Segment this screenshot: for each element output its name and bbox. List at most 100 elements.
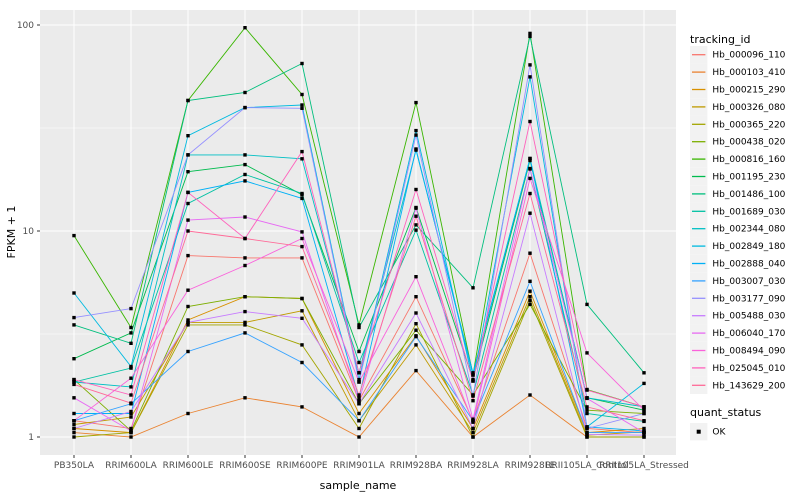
axis-tick-labels: 1 10 100 PB350LA RRIM600LA RRIM600LE RRIM600SE…: [17, 21, 689, 471]
data-point: [72, 419, 76, 423]
data-point: [129, 426, 133, 431]
data-point: [642, 405, 646, 409]
data-point: [357, 360, 361, 365]
data-point: [642, 426, 646, 431]
data-point: [528, 279, 532, 283]
data-point: [414, 147, 418, 151]
legend-label: Hb_003007_030: [712, 277, 785, 287]
data-point: [243, 331, 247, 335]
legend-label: Hb_001689_030: [712, 207, 785, 217]
legend: tracking_id Hb_000096_110 Hb_000103_410 Hb…: [690, 33, 786, 441]
data-point: [300, 343, 304, 347]
data-point: [186, 229, 190, 233]
data-point: [414, 187, 418, 192]
legend-label: Hb_000096_110: [712, 51, 785, 61]
data-point: [585, 435, 589, 439]
data-point: [471, 426, 475, 431]
data-point: [471, 435, 475, 439]
data-point: [357, 371, 361, 375]
data-point: [414, 128, 418, 133]
data-point: [357, 380, 361, 384]
data-point: [528, 119, 532, 124]
data-point: [129, 393, 133, 397]
data-point: [72, 411, 76, 416]
data-point: [72, 315, 76, 320]
data-point: [186, 253, 190, 258]
x-tick-label: RRIM600LA: [105, 461, 157, 471]
data-point: [528, 75, 532, 79]
data-point: [243, 256, 247, 260]
x-tick-label: RRIM928LE: [505, 461, 556, 471]
legend-label: Hb_000438_020: [712, 138, 785, 148]
data-point: [243, 162, 247, 167]
legend-label: Hb_000326_080: [712, 103, 785, 113]
data-point: [72, 357, 76, 361]
data-point: [300, 244, 304, 249]
data-point: [357, 411, 361, 416]
y-tick-label: 10: [23, 227, 35, 237]
data-point: [585, 432, 589, 437]
data-point: [585, 411, 589, 416]
data-point: [528, 302, 532, 307]
data-point: [585, 351, 589, 355]
data-point: [129, 325, 133, 330]
data-point: [72, 380, 76, 384]
data-point: [528, 298, 532, 303]
data-point: [642, 430, 646, 435]
data-point: [357, 323, 361, 327]
data-point: [186, 190, 190, 195]
data-point: [357, 393, 361, 397]
data-point: [300, 106, 304, 110]
data-point: [129, 429, 133, 433]
legend-label: Hb_143629_200: [712, 381, 785, 391]
data-point: [300, 191, 304, 196]
legend-label: Hb_008494_090: [712, 347, 785, 357]
data-point: [243, 90, 247, 95]
data-point: [243, 172, 247, 177]
x-tick-label: RRIM928LA: [447, 461, 499, 471]
data-point: [357, 399, 361, 403]
data-point: [528, 63, 532, 67]
data-point: [357, 435, 361, 439]
data-point: [300, 256, 304, 260]
legend-label: Hb_000816_160: [712, 155, 785, 165]
data-point: [528, 393, 532, 397]
data-point: [528, 289, 532, 293]
data-point: [186, 318, 190, 322]
data-point: [243, 295, 247, 299]
data-point: [243, 179, 247, 183]
y-tick-label: 100: [17, 21, 34, 31]
data-point: [129, 385, 133, 389]
data-point: [300, 149, 304, 154]
data-point: [243, 105, 247, 110]
y-tick-label: 1: [28, 433, 34, 443]
legend-title-tracking-id: tracking_id: [690, 33, 751, 46]
data-point: [414, 133, 418, 137]
data-point: [528, 295, 532, 299]
data-point: [357, 325, 361, 330]
data-point: [585, 388, 589, 392]
data-point: [243, 236, 247, 241]
x-tick-label: RRII105LA_Control: [545, 461, 628, 471]
legend-key-point: [696, 429, 701, 434]
legend-quant-entries: OK: [690, 423, 726, 441]
data-point: [414, 214, 418, 218]
data-point: [585, 405, 589, 409]
data-point: [357, 426, 361, 431]
data-point: [642, 411, 646, 416]
data-point: [528, 191, 532, 196]
legend-label: Hb_000103_410: [712, 68, 785, 78]
x-axis-title: sample_name: [320, 479, 397, 492]
data-point: [300, 61, 304, 66]
data-point: [243, 396, 247, 400]
data-point: [471, 379, 475, 383]
x-tick-label: RRIM600SE: [219, 461, 271, 471]
data-point: [243, 215, 247, 219]
data-point: [471, 371, 475, 375]
data-point: [471, 373, 475, 377]
data-point: [642, 433, 646, 437]
legend-label: Hb_002849_180: [712, 242, 785, 252]
data-point: [357, 402, 361, 406]
data-point: [300, 230, 304, 234]
data-point: [642, 435, 646, 439]
